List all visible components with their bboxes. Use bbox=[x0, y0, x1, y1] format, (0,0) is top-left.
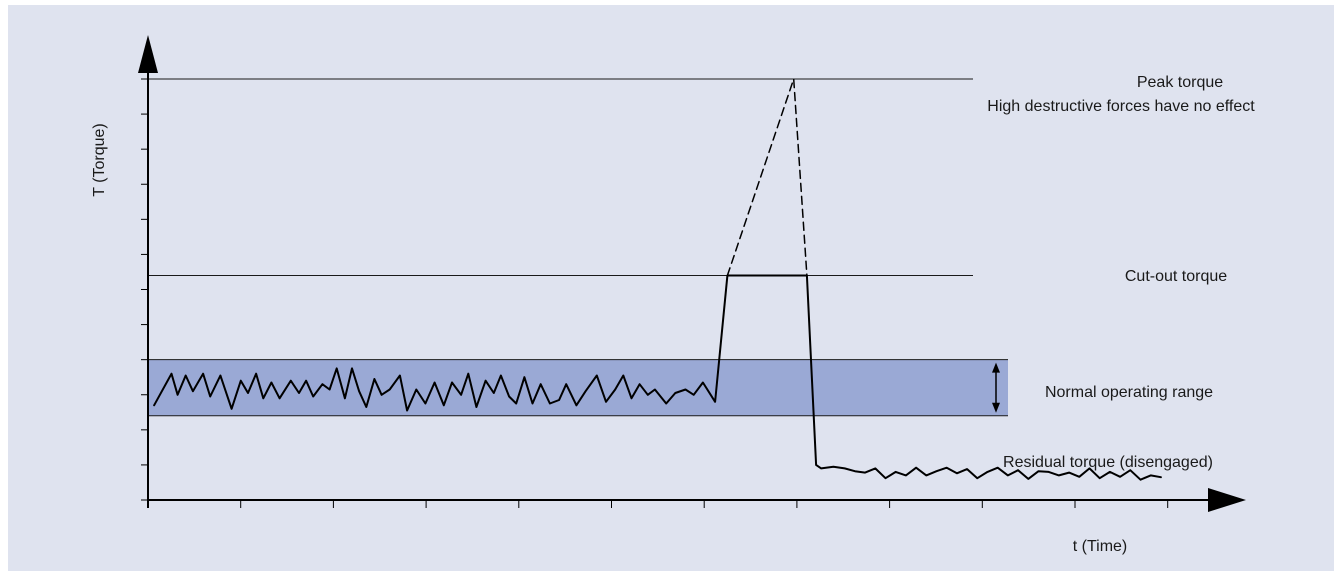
series-group bbox=[153, 78, 1162, 481]
y-axis-label: T (Torque) bbox=[91, 123, 108, 197]
torque-trace-line bbox=[153, 274, 1162, 481]
y-axis-ticks bbox=[141, 78, 148, 501]
range-arrow-icon bbox=[992, 362, 1000, 413]
range-arrow-up-head bbox=[992, 362, 1000, 373]
x-axis-ticks bbox=[147, 500, 1169, 508]
chart-area: T (Torque) t (Time) Peak torque High des… bbox=[8, 5, 1334, 571]
x-axis-arrow-icon bbox=[1208, 488, 1246, 512]
peak-torque-label: Peak torque bbox=[1137, 74, 1223, 91]
residual-torque-label: Residual torque (disengaged) bbox=[1003, 454, 1213, 471]
y-axis-arrow-icon bbox=[138, 35, 158, 73]
range-arrow-down-head bbox=[992, 402, 1000, 413]
normal-operating-range-label: Normal operating range bbox=[1045, 384, 1213, 401]
torque-chart: T (Torque) t (Time) Peak torque High des… bbox=[91, 35, 1255, 555]
normal-operating-band bbox=[148, 359, 1008, 416]
cutout-torque-label: Cut-out torque bbox=[1125, 268, 1227, 285]
peak-torque-dashed-line bbox=[726, 78, 808, 277]
x-axis-label: t (Time) bbox=[1073, 538, 1128, 555]
peak-torque-sublabel: High destructive forces have no effect bbox=[987, 98, 1255, 115]
